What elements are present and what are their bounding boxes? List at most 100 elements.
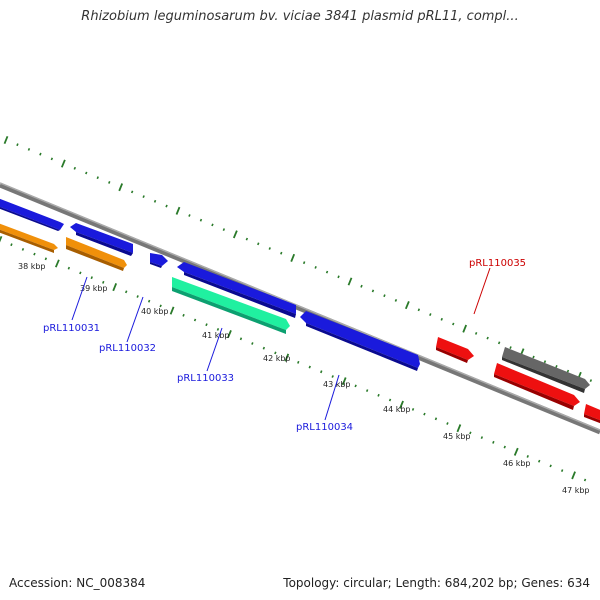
inner-tick-track — [0, 235, 587, 482]
inner-minor-tick — [90, 276, 93, 280]
gene-pRL110032[interactable] — [66, 237, 127, 271]
inner-minor-tick — [79, 271, 82, 275]
label-pRL110032[interactable]: pRL110032 — [99, 343, 156, 354]
outer-minor-tick — [532, 355, 535, 359]
gene-blue-small[interactable] — [150, 253, 168, 268]
gene-blue-a[interactable] — [0, 195, 64, 231]
outer-minor-tick — [268, 247, 271, 250]
inner-major-tick — [399, 400, 404, 409]
inner-minor-tick — [193, 318, 197, 322]
outer-minor-tick — [417, 308, 421, 312]
kbp-label-38: 38 kbp — [18, 262, 46, 271]
inner-minor-tick — [492, 440, 495, 444]
inner-minor-tick — [526, 455, 529, 458]
backbone — [0, 182, 600, 435]
outer-minor-tick — [165, 204, 168, 208]
outer-minor-tick — [96, 176, 99, 180]
inner-minor-tick — [44, 257, 48, 261]
inner-minor-tick — [434, 417, 438, 421]
outer-minor-tick — [85, 171, 88, 175]
outer-minor-tick — [429, 313, 432, 317]
outer-tick-track — [3, 135, 593, 383]
gene-pRL110033[interactable] — [172, 277, 290, 334]
inner-minor-tick — [365, 389, 369, 393]
inner-minor-tick — [423, 412, 426, 416]
inner-minor-tick — [446, 422, 449, 425]
inner-major-tick — [54, 259, 60, 268]
inner-major-tick — [284, 353, 290, 362]
outer-minor-tick — [199, 218, 203, 222]
outer-minor-tick — [360, 284, 363, 288]
kbp-labels: 38 kbp 39 kbp 40 kbp 41 kbp 42 kbp 43 kb… — [18, 262, 590, 495]
inner-minor-tick — [33, 252, 36, 256]
kbp-label-40: 40 kbp — [141, 307, 169, 316]
outer-minor-tick — [394, 298, 398, 302]
outer-minor-tick — [440, 317, 443, 321]
outer-minor-tick — [589, 379, 593, 383]
map-title: Rhizobium leguminosarum bv. viciae 3841 … — [81, 9, 519, 24]
gene-pRL110034[interactable] — [300, 311, 420, 371]
gene-blue-mid[interactable] — [177, 262, 296, 318]
inner-minor-tick — [537, 459, 541, 463]
outer-minor-tick — [383, 294, 386, 298]
inner-minor-tick — [469, 431, 472, 435]
label-pRL110033[interactable]: pRL110033 — [177, 373, 234, 384]
outer-major-tick — [118, 183, 124, 192]
gene-track — [0, 195, 600, 427]
outer-minor-tick — [108, 181, 111, 184]
inner-major-tick — [169, 306, 175, 315]
outer-minor-tick — [50, 157, 54, 161]
gene-red-b[interactable] — [494, 363, 580, 410]
gene-red-c[interactable] — [584, 404, 600, 427]
outer-minor-tick — [257, 242, 260, 246]
outer-minor-tick — [245, 237, 249, 241]
accession-text: Accession: NC_008384 — [9, 576, 146, 590]
inner-minor-tick — [251, 342, 254, 345]
outer-major-tick — [3, 135, 9, 145]
kbp-label-41: 41 kbp — [202, 331, 230, 340]
inner-minor-tick — [480, 436, 484, 440]
gene-pRL110035[interactable] — [436, 337, 474, 363]
inner-major-tick — [112, 283, 118, 292]
label-pRL110035[interactable]: pRL110035 — [469, 258, 526, 269]
outer-minor-tick — [16, 143, 19, 147]
inner-minor-tick — [10, 243, 13, 247]
inner-major-tick — [456, 424, 462, 433]
label-pRL110034[interactable]: pRL110034 — [296, 422, 353, 433]
inner-minor-tick — [297, 360, 300, 364]
gene-pRL110031[interactable] — [70, 223, 133, 256]
inner-major-tick — [513, 447, 519, 456]
inner-minor-tick — [388, 398, 392, 402]
kbp-label-45: 45 kbp — [443, 432, 471, 441]
kbp-label-42: 42 kbp — [263, 354, 291, 363]
inner-minor-tick — [102, 280, 105, 284]
inner-minor-tick — [308, 365, 311, 369]
kbp-label-43: 43 kbp — [323, 380, 351, 389]
inner-minor-tick — [159, 304, 162, 308]
outer-minor-tick — [486, 336, 489, 340]
outer-minor-tick — [73, 166, 77, 170]
kbp-label-46: 46 kbp — [503, 459, 531, 468]
outer-major-tick — [347, 277, 353, 286]
gene-labels: pRL110031 pRL110032 pRL110033 pRL110034 … — [43, 258, 526, 433]
inner-major-tick — [0, 235, 3, 243]
label-pRL110031[interactable]: pRL110031 — [43, 323, 100, 334]
inner-minor-tick — [583, 478, 587, 482]
kbp-label-39: 39 kbp — [80, 284, 108, 293]
outer-minor-tick — [314, 265, 317, 269]
inner-minor-tick — [354, 384, 357, 388]
gene-orange-a[interactable] — [0, 220, 58, 253]
outer-minor-tick — [452, 322, 455, 326]
outer-minor-tick — [280, 251, 283, 255]
gene-gray[interactable] — [502, 347, 590, 393]
outer-major-tick — [462, 324, 468, 333]
outer-minor-tick — [325, 270, 329, 274]
inner-minor-tick — [560, 469, 564, 473]
outer-minor-tick — [130, 190, 134, 194]
outer-major-tick — [175, 206, 181, 215]
outer-major-tick — [404, 301, 410, 310]
inner-major-tick — [227, 330, 232, 339]
outer-major-tick — [232, 230, 238, 239]
outer-major-tick — [290, 253, 296, 262]
